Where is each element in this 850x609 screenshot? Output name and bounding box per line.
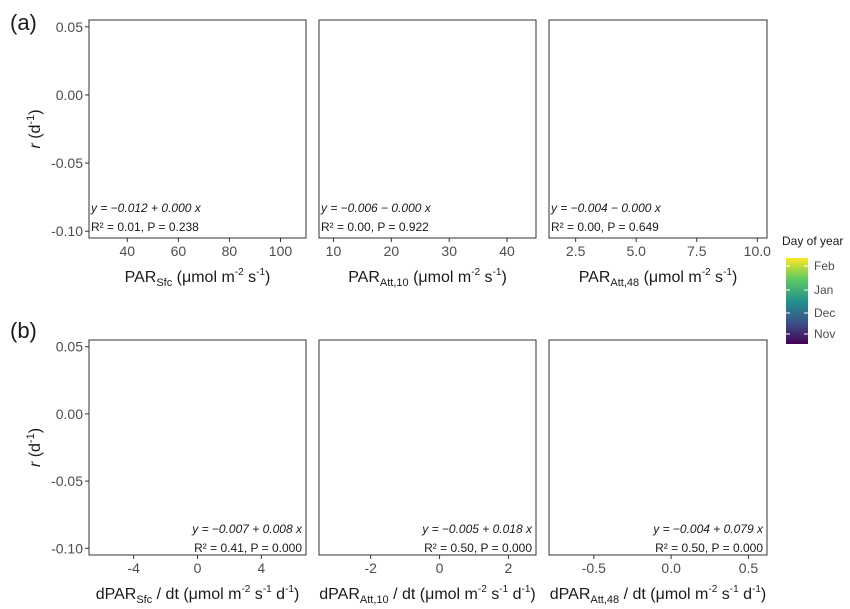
x-tick-label: 2.5 bbox=[566, 243, 586, 259]
x-axis-title: dPARSfc / dt (μmol m-2 s-1 d-1) bbox=[96, 584, 300, 606]
panel-border bbox=[548, 19, 768, 239]
x-tick-label: 0 bbox=[194, 560, 202, 576]
x-tick-label: 40 bbox=[120, 243, 136, 259]
panel-row-label: (a) bbox=[10, 10, 37, 35]
x-tick-label: -0.5 bbox=[582, 560, 606, 576]
y-tick-label: -0.05 bbox=[51, 155, 83, 171]
x-axis-title: dPARAtt,10 / dt (μmol m-2 s-1 d-1) bbox=[319, 584, 535, 606]
panel-border bbox=[88, 339, 307, 556]
regression-stats: R² = 0.50, P = 0.000 bbox=[655, 541, 763, 555]
panel-a2: y = −0.006 − 0.000 x R² = 0.00, P = 0.922… bbox=[318, 19, 537, 289]
panel-a1: y = −0.012 + 0.000 x R² = 0.01, P = 0.238… bbox=[51, 19, 307, 289]
x-axis-title: PARAtt,10 (μmol m-2 s-1) bbox=[348, 267, 507, 289]
x-tick-label: 0 bbox=[436, 560, 444, 576]
legend-label: Jan bbox=[814, 283, 833, 297]
regression-equation: y = −0.004 − 0.000 x bbox=[550, 201, 662, 215]
x-tick-label: 4 bbox=[257, 560, 265, 576]
x-tick-label: 100 bbox=[269, 243, 293, 259]
panel-b1: y = −0.007 + 0.008 x R² = 0.41, P = 0.000… bbox=[51, 339, 307, 606]
panel-border bbox=[88, 19, 307, 239]
legend-label: Feb bbox=[814, 259, 835, 273]
x-tick-label: 30 bbox=[441, 243, 457, 259]
y-tick-label: -0.10 bbox=[51, 223, 83, 239]
regression-equation: y = −0.005 + 0.018 x bbox=[421, 522, 533, 536]
y-axis-title: r (d-1) bbox=[25, 109, 44, 148]
x-tick-label: 10 bbox=[326, 243, 342, 259]
regression-equation: y = −0.007 + 0.008 x bbox=[191, 522, 303, 536]
panel-b3: y = −0.004 + 0.079 x R² = 0.50, P = 0.000… bbox=[548, 339, 768, 606]
x-tick-label: -2 bbox=[364, 560, 377, 576]
regression-equation: y = −0.012 + 0.000 x bbox=[90, 201, 202, 215]
regression-stats: R² = 0.41, P = 0.000 bbox=[194, 541, 302, 555]
regression-equation: y = −0.004 + 0.079 x bbox=[652, 522, 764, 536]
x-tick-label: -4 bbox=[127, 560, 140, 576]
legend-label: Nov bbox=[814, 327, 835, 341]
x-tick-label: 10.0 bbox=[744, 243, 771, 259]
regression-equation: y = −0.006 − 0.000 x bbox=[320, 201, 432, 215]
x-tick-label: 2 bbox=[505, 560, 513, 576]
y-tick-label: -0.10 bbox=[51, 540, 83, 556]
y-tick-label: 0.00 bbox=[56, 406, 83, 422]
legend-title: Day of year bbox=[782, 234, 843, 248]
regression-stats: R² = 0.50, P = 0.000 bbox=[424, 541, 532, 555]
y-tick-label: 0.00 bbox=[56, 87, 83, 103]
legend-color-bar bbox=[786, 258, 808, 344]
panel-border bbox=[318, 19, 537, 239]
regression-stats: R² = 0.00, P = 0.649 bbox=[551, 220, 659, 234]
x-tick-label: 80 bbox=[222, 243, 238, 259]
legend-label: Dec bbox=[814, 306, 835, 320]
y-tick-label: 0.05 bbox=[56, 339, 83, 355]
x-tick-label: 40 bbox=[499, 243, 515, 259]
x-tick-label: 20 bbox=[384, 243, 400, 259]
x-tick-label: 60 bbox=[171, 243, 187, 259]
y-axis-title: r (d-1) bbox=[25, 428, 44, 467]
panel-border bbox=[318, 339, 537, 556]
regression-stats: R² = 0.01, P = 0.238 bbox=[91, 220, 199, 234]
x-axis-title: PARAtt,48 (μmol m-2 s-1) bbox=[579, 267, 738, 289]
x-tick-label: 5.0 bbox=[626, 243, 646, 259]
y-tick-label: 0.05 bbox=[56, 19, 83, 35]
panel-row-label: (b) bbox=[10, 318, 37, 343]
y-tick-label: -0.05 bbox=[51, 473, 83, 489]
x-axis-title: dPARAtt,48 / dt (μmol m-2 s-1 d-1) bbox=[550, 584, 766, 606]
x-tick-label: 0.0 bbox=[661, 560, 681, 576]
x-tick-label: 0.5 bbox=[739, 560, 759, 576]
color-legend: Day of year Feb Jan Dec Nov bbox=[782, 234, 843, 344]
x-axis-title: PARSfc (μmol m-2 s-1) bbox=[125, 267, 271, 289]
panel-border bbox=[548, 339, 768, 556]
panel-a3: y = −0.004 − 0.000 x R² = 0.00, P = 0.649… bbox=[548, 19, 771, 289]
regression-stats: R² = 0.00, P = 0.922 bbox=[321, 220, 429, 234]
panel-b2: y = −0.005 + 0.018 x R² = 0.50, P = 0.000… bbox=[318, 339, 537, 606]
x-tick-label: 7.5 bbox=[687, 243, 707, 259]
